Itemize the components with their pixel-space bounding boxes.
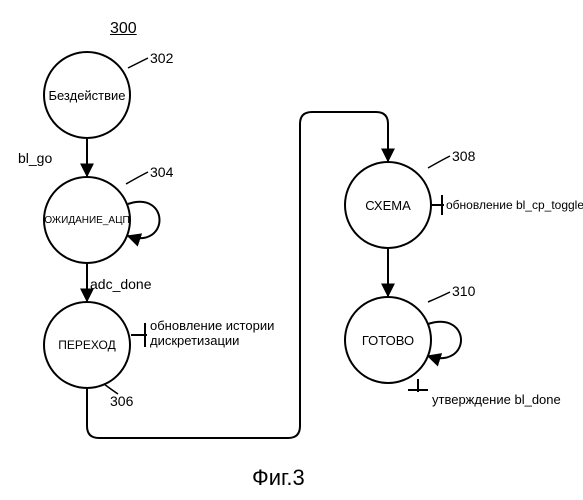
callout-306: 306 bbox=[110, 393, 133, 409]
state-schema: СХЕМА bbox=[344, 161, 432, 249]
state-transition: ПЕРЕХОД bbox=[43, 301, 131, 389]
edge-label-adcdone: adc_done bbox=[90, 276, 152, 292]
state-transition-label: ПЕРЕХОД bbox=[58, 338, 115, 352]
anno-schema: обновление bl_cp_toggle bbox=[446, 198, 583, 212]
callout-310: 310 bbox=[452, 283, 475, 299]
callout-302: 302 bbox=[150, 50, 173, 66]
state-done: ГОТОВО bbox=[344, 296, 432, 384]
state-wait-adc-label: ОЖИДАНИЕ_АЦП bbox=[44, 215, 129, 226]
state-wait-adc: ОЖИДАНИЕ_АЦП bbox=[43, 176, 131, 264]
callout-308: 308 bbox=[452, 148, 475, 164]
figure-caption: Фиг.3 bbox=[252, 465, 305, 491]
edge-label-blgo: bl_go bbox=[18, 150, 52, 166]
state-idle: Бездействие bbox=[43, 51, 131, 139]
state-done-label: ГОТОВО bbox=[362, 333, 414, 348]
state-idle-label: Бездействие bbox=[48, 88, 125, 103]
anno-done: утверждение bl_done bbox=[432, 392, 561, 407]
state-schema-label: СХЕМА bbox=[365, 198, 411, 213]
callout-304: 304 bbox=[150, 164, 173, 180]
figure-id: 300 bbox=[110, 20, 137, 38]
anno-transition: обновление истории дискретизации bbox=[150, 318, 274, 348]
